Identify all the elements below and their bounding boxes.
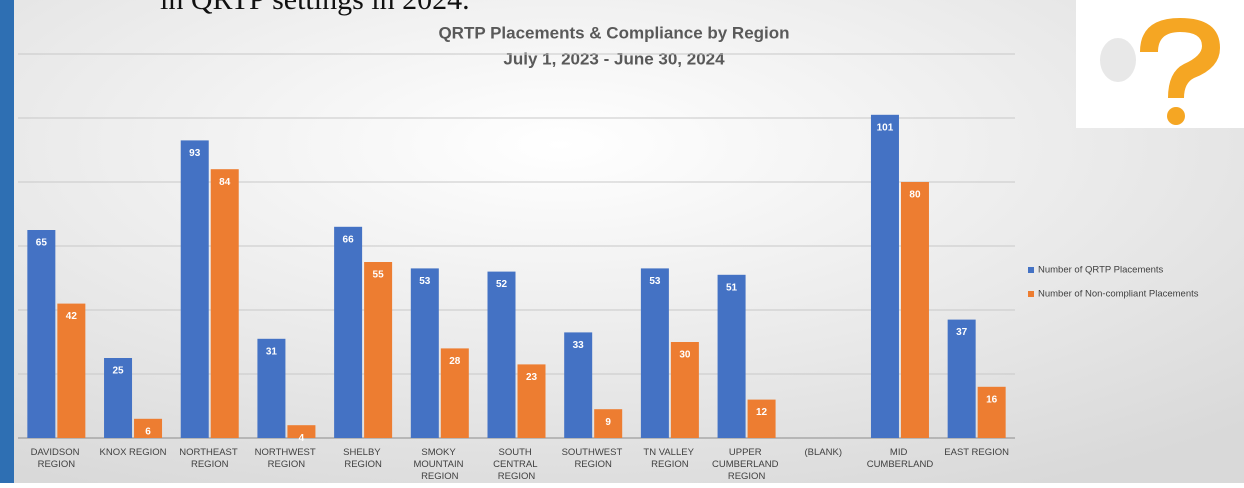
data-label: 66 bbox=[343, 234, 355, 245]
data-label: 53 bbox=[419, 276, 431, 287]
data-label: 31 bbox=[266, 346, 278, 357]
bar bbox=[871, 115, 899, 438]
data-label: 25 bbox=[112, 366, 124, 377]
bar bbox=[364, 262, 392, 438]
legend-label: Number of QRTP Placements bbox=[1038, 265, 1164, 276]
bar bbox=[488, 272, 516, 438]
bar bbox=[901, 182, 929, 438]
x-tick-label: EAST REGION bbox=[944, 447, 1009, 458]
side-strip bbox=[0, 0, 14, 483]
data-label: 6 bbox=[145, 426, 151, 437]
bar bbox=[181, 140, 209, 438]
data-label: 52 bbox=[496, 279, 508, 290]
legend-swatch bbox=[1028, 267, 1034, 273]
chart-subtitle: July 1, 2023 - June 30, 2024 bbox=[503, 49, 725, 68]
data-label: 23 bbox=[526, 372, 538, 383]
data-label: 30 bbox=[679, 350, 691, 361]
chart-title: QRTP Placements & Compliance by Region bbox=[438, 23, 789, 42]
data-label: 33 bbox=[573, 340, 585, 351]
data-label: 42 bbox=[66, 311, 78, 322]
data-label: 101 bbox=[877, 122, 894, 133]
data-label: 16 bbox=[986, 394, 998, 405]
data-label: 9 bbox=[605, 417, 611, 428]
bar bbox=[641, 268, 669, 438]
data-label: 55 bbox=[373, 270, 385, 281]
bar bbox=[211, 169, 239, 438]
bar bbox=[27, 230, 55, 438]
x-tick-label: TN VALLEY REGION bbox=[643, 447, 696, 470]
bar bbox=[748, 400, 776, 438]
data-label: 93 bbox=[189, 148, 201, 159]
x-tick-label: SHELBY REGION bbox=[343, 447, 383, 470]
x-tick-label: DAVIDSON REGION bbox=[31, 447, 83, 470]
data-label: 51 bbox=[726, 282, 738, 293]
data-label: 37 bbox=[956, 327, 968, 338]
data-label: 65 bbox=[36, 238, 48, 249]
bar bbox=[718, 275, 746, 438]
bar bbox=[411, 268, 439, 438]
slide-heading: in QRTP settings in 2024. bbox=[160, 0, 470, 16]
data-label: 28 bbox=[449, 356, 461, 367]
legend-swatch bbox=[1028, 291, 1034, 297]
question-image bbox=[1076, 0, 1244, 128]
data-label: 53 bbox=[649, 276, 661, 287]
x-tick-label: SOUTH CENTRAL REGION bbox=[493, 447, 540, 482]
legend-label: Number of Non-compliant Placements bbox=[1038, 289, 1199, 300]
data-label: 80 bbox=[909, 190, 921, 201]
x-tick-label: KNOX REGION bbox=[100, 447, 167, 458]
question-dot bbox=[1167, 107, 1185, 125]
x-tick-label: (BLANK) bbox=[805, 447, 842, 458]
data-label: 4 bbox=[299, 433, 305, 444]
bar bbox=[57, 304, 85, 438]
figure bbox=[1100, 38, 1136, 82]
data-label: 12 bbox=[756, 407, 768, 418]
slide: in QRTP settings in 2024. QRTP Placement… bbox=[0, 0, 1244, 483]
bar bbox=[334, 227, 362, 438]
data-label: 84 bbox=[219, 177, 231, 188]
